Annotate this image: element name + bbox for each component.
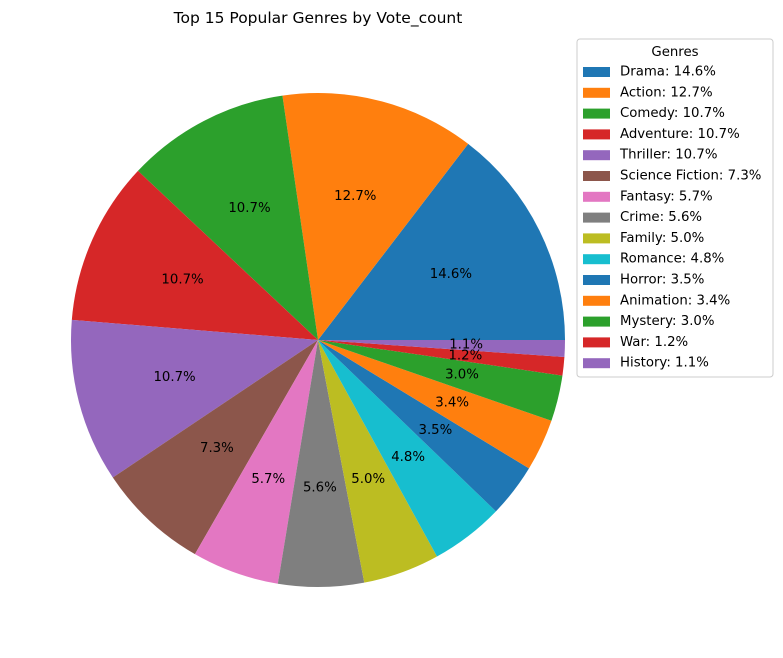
- slice-label-drama: 14.6%: [430, 267, 472, 282]
- legend-swatch-crime: [583, 212, 610, 223]
- legend-label-thriller: Thriller: 10.7%: [619, 148, 717, 163]
- legend-label-drama: Drama: 14.6%: [620, 65, 716, 80]
- legend-label-romance: Romance: 4.8%: [620, 252, 724, 267]
- legend-swatch-war: [583, 337, 610, 348]
- slice-action: [282, 93, 469, 341]
- legend-label-history: History: 1.1%: [620, 356, 709, 371]
- legend-swatch-comedy: [583, 108, 610, 119]
- legend-label-comedy: Comedy: 10.7%: [620, 106, 725, 121]
- legend-swatch-fantasy: [583, 191, 610, 202]
- slice-adventure: [71, 170, 318, 340]
- slice-label-comedy: 10.7%: [228, 201, 270, 216]
- legend-label-adventure: Adventure: 10.7%: [620, 127, 740, 142]
- slice-label-action: 12.7%: [334, 189, 376, 204]
- legend-label-crime: Crime: 5.6%: [620, 210, 702, 225]
- slice-label-fantasy: 5.7%: [251, 472, 285, 487]
- pie-slice-labels: 14.6% 12.7% 10.7% 10.7% 10.7% 7.3% 5.7% 5.6% 5.0…: [153, 189, 483, 496]
- slice-crime: [277, 340, 365, 587]
- slice-label-science-fiction: 7.3%: [200, 441, 234, 456]
- slice-label-romance: 4.8%: [391, 450, 425, 465]
- legend-label-science-fiction: Science Fiction: 7.3%: [620, 169, 761, 184]
- slice-label-horror: 3.5%: [418, 423, 452, 438]
- slice-label-animation: 3.4%: [435, 396, 469, 411]
- slice-label-family: 5.0%: [351, 472, 385, 487]
- legend-swatch-action: [583, 87, 610, 98]
- legend-label-horror: Horror: 3.5%: [620, 273, 704, 288]
- chart-title: Top 15 Popular Genres by Vote_count: [173, 9, 463, 28]
- pie-slices: [71, 93, 565, 587]
- slice-romance: [318, 340, 496, 557]
- legend-label-family: Family: 5.0%: [620, 231, 704, 246]
- slice-label-war: 1.2%: [448, 348, 482, 363]
- slice-family: [318, 340, 437, 583]
- legend-swatch-romance: [583, 254, 610, 265]
- slice-label-mystery: 3.0%: [445, 368, 479, 383]
- slice-history: [318, 340, 565, 358]
- legend-swatch-history: [583, 358, 610, 369]
- legend-label-war: War: 1.2%: [620, 335, 688, 350]
- slice-label-thriller: 10.7%: [153, 370, 195, 385]
- slice-drama: [318, 143, 565, 340]
- legend: Genres Drama: 14.6% Action: 12.7% Comedy: …: [576, 38, 774, 378]
- slice-war: [318, 340, 565, 376]
- legend-label-mystery: Mystery: 3.0%: [620, 314, 715, 329]
- slice-horror: [318, 340, 530, 512]
- legend-label-fantasy: Fantasy: 5.7%: [620, 189, 713, 204]
- legend-swatch-adventure: [583, 129, 610, 140]
- slice-label-adventure: 10.7%: [161, 272, 203, 287]
- legend-swatch-family: [583, 233, 610, 244]
- legend-label-action: Action: 12.7%: [620, 85, 713, 100]
- legend-items: Drama: 14.6% Action: 12.7% Comedy: 10.7% Ad…: [583, 65, 761, 371]
- slice-fantasy: [194, 340, 318, 584]
- legend-swatch-thriller: [583, 150, 610, 161]
- legend-title: Genres: [651, 45, 698, 60]
- slice-comedy: [137, 95, 318, 340]
- slice-science-fiction: [112, 340, 319, 555]
- slice-mystery: [318, 340, 563, 421]
- slice-thriller: [71, 319, 318, 478]
- legend-swatch-drama: [583, 67, 610, 77]
- slice-animation: [318, 340, 552, 469]
- slice-label-history: 1.1%: [449, 338, 483, 353]
- legend-swatch-science-fiction: [583, 171, 610, 181]
- slice-label-crime: 5.6%: [303, 481, 337, 496]
- legend-frame: [576, 38, 774, 378]
- legend-swatch-animation: [583, 295, 610, 306]
- legend-swatch-mystery: [583, 316, 610, 327]
- legend-swatch-horror: [583, 275, 610, 285]
- legend-label-animation: Animation: 3.4%: [620, 293, 730, 308]
